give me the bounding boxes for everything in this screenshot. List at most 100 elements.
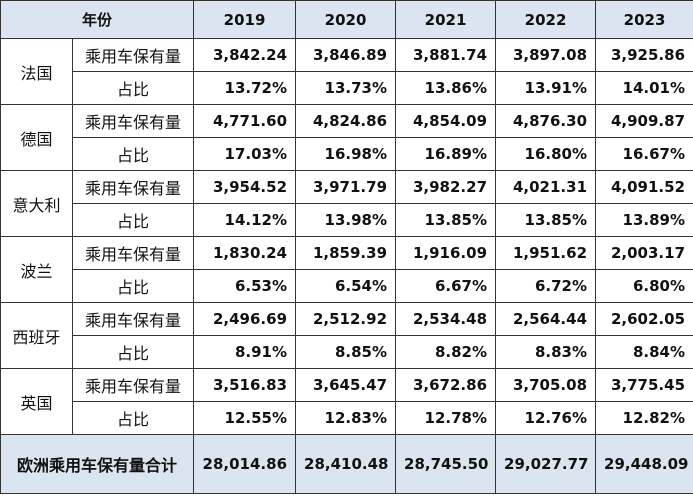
value-cell: 4,876.30 xyxy=(495,104,597,138)
table-row: 意大利 乘用车保有量 3,954.52 3,971.79 3,982.27 4,021.3… xyxy=(0,170,693,237)
table-row: 年份 2019 2020 2021 2022 2023 xyxy=(0,0,693,39)
value-cell: 1,830.24 xyxy=(193,236,297,270)
value-cell: 3,645.47 xyxy=(295,368,397,402)
table-row: 占比 8.91% 8.85% 8.82% 8.83% 8.84% xyxy=(1,335,693,369)
value-cell: 2,564.44 xyxy=(495,302,597,336)
metric-label: 占比 xyxy=(71,203,195,237)
value-cell: 8.83% xyxy=(495,335,597,369)
country: 西班牙 xyxy=(0,302,73,369)
value-cell: 3,705.08 xyxy=(495,368,597,402)
value-cell: 3,897.08 xyxy=(495,38,597,72)
total-value: 28,014.86 xyxy=(193,434,297,494)
value-cell: 3,925.86 xyxy=(595,38,693,72)
table-row: 德国 乘用车保有量 4,771.60 4,824.86 4,854.09 4,876.30… xyxy=(0,104,693,171)
country: 意大利 xyxy=(0,170,73,237)
value-cell: 8.84% xyxy=(595,335,693,369)
value-cell: 3,846.89 xyxy=(295,38,397,72)
value-cell: 3,842.24 xyxy=(193,38,297,72)
value-cell: 16.67% xyxy=(595,137,693,171)
value-cell: 4,091.52 xyxy=(595,170,693,204)
total-label: 欧洲乘用车保有量合计 xyxy=(0,434,195,494)
year-header: 2020 xyxy=(295,0,397,39)
value-cell: 1,951.62 xyxy=(495,236,597,270)
value-cell: 13.98% xyxy=(295,203,397,237)
value-cell: 3,516.83 xyxy=(193,368,297,402)
year-header: 2023 xyxy=(595,0,693,39)
country: 波兰 xyxy=(0,236,73,303)
value-cell: 6.67% xyxy=(395,269,497,303)
value-cell: 4,771.60 xyxy=(193,104,297,138)
value-cell: 12.55% xyxy=(193,401,297,435)
value-cell: 13.89% xyxy=(595,203,693,237)
year-header: 2021 xyxy=(395,0,497,39)
header-label: 年份 xyxy=(0,0,195,39)
value-cell: 8.91% xyxy=(193,335,297,369)
metric-label: 乘用车保有量 xyxy=(71,104,195,138)
value-cell: 3,971.79 xyxy=(295,170,397,204)
table-row: 占比 17.03% 16.98% 16.89% 16.80% 16.67% xyxy=(1,137,693,171)
value-cell: 3,982.27 xyxy=(395,170,497,204)
value-cell: 1,859.39 xyxy=(295,236,397,270)
table-row: 西班牙 乘用车保有量 2,496.69 2,512.92 2,534.48 2,564.4… xyxy=(0,302,693,369)
country: 英国 xyxy=(0,368,73,435)
metric-label: 乘用车保有量 xyxy=(71,170,195,204)
table-row: 占比 14.12% 13.98% 13.85% 13.85% 13.89% xyxy=(1,203,693,237)
value-cell: 13.86% xyxy=(395,71,497,105)
value-cell: 12.82% xyxy=(595,401,693,435)
value-cell: 8.85% xyxy=(295,335,397,369)
value-cell: 14.12% xyxy=(193,203,297,237)
metric-label: 占比 xyxy=(71,335,195,369)
value-cell: 6.53% xyxy=(193,269,297,303)
value-cell: 6.72% xyxy=(495,269,597,303)
table-row: 波兰 乘用车保有量 1,830.24 1,859.39 1,916.09 1,951.62… xyxy=(0,236,693,303)
value-cell: 2,496.69 xyxy=(193,302,297,336)
value-cell: 12.78% xyxy=(395,401,497,435)
value-cell: 3,954.52 xyxy=(193,170,297,204)
country: 法国 xyxy=(0,38,73,105)
value-cell: 6.54% xyxy=(295,269,397,303)
table-row: 欧洲乘用车保有量合计 28,014.86 28,410.48 28,745.50 29,… xyxy=(0,434,693,494)
value-cell: 3,775.45 xyxy=(595,368,693,402)
value-cell: 4,824.86 xyxy=(295,104,397,138)
table-row: 占比 13.72% 13.73% 13.86% 13.91% 14.01% xyxy=(1,71,693,105)
value-cell: 2,003.17 xyxy=(595,236,693,270)
value-cell: 8.82% xyxy=(395,335,497,369)
metric-label: 乘用车保有量 xyxy=(71,368,195,402)
value-cell: 2,602.05 xyxy=(595,302,693,336)
value-cell: 2,512.92 xyxy=(295,302,397,336)
value-cell: 17.03% xyxy=(193,137,297,171)
year-header: 2019 xyxy=(193,0,297,39)
value-cell: 4,909.87 xyxy=(595,104,693,138)
total-value: 28,745.50 xyxy=(395,434,497,494)
value-cell: 3,672.86 xyxy=(395,368,497,402)
metric-label: 乘用车保有量 xyxy=(71,236,195,270)
value-cell: 13.85% xyxy=(395,203,497,237)
value-cell: 13.85% xyxy=(495,203,597,237)
metric-label: 占比 xyxy=(71,269,195,303)
value-cell: 3,881.74 xyxy=(395,38,497,72)
value-cell: 13.91% xyxy=(495,71,597,105)
country: 德国 xyxy=(0,104,73,171)
value-cell: 2,534.48 xyxy=(395,302,497,336)
table-row: 英国 乘用车保有量 3,516.83 3,645.47 3,672.86 3,705.08… xyxy=(0,368,693,435)
value-cell: 4,854.09 xyxy=(395,104,497,138)
value-cell: 16.89% xyxy=(395,137,497,171)
metric-label: 占比 xyxy=(71,71,195,105)
value-cell: 13.73% xyxy=(295,71,397,105)
total-value: 29,448.09 xyxy=(595,434,693,494)
value-cell: 16.98% xyxy=(295,137,397,171)
value-cell: 13.72% xyxy=(193,71,297,105)
value-cell: 12.83% xyxy=(295,401,397,435)
metric-label: 占比 xyxy=(71,401,195,435)
total-value: 28,410.48 xyxy=(295,434,397,494)
value-cell: 14.01% xyxy=(595,71,693,105)
year-header: 2022 xyxy=(495,0,597,39)
table-row: 占比 6.53% 6.54% 6.67% 6.72% 6.80% xyxy=(1,269,693,303)
value-cell: 16.80% xyxy=(495,137,597,171)
total-value: 29,027.77 xyxy=(495,434,597,494)
value-cell: 12.76% xyxy=(495,401,597,435)
table-row: 法国 乘用车保有量 3,842.24 3,846.89 3,881.74 3,897.08… xyxy=(0,38,693,105)
value-cell: 4,021.31 xyxy=(495,170,597,204)
metric-label: 乘用车保有量 xyxy=(71,38,195,72)
